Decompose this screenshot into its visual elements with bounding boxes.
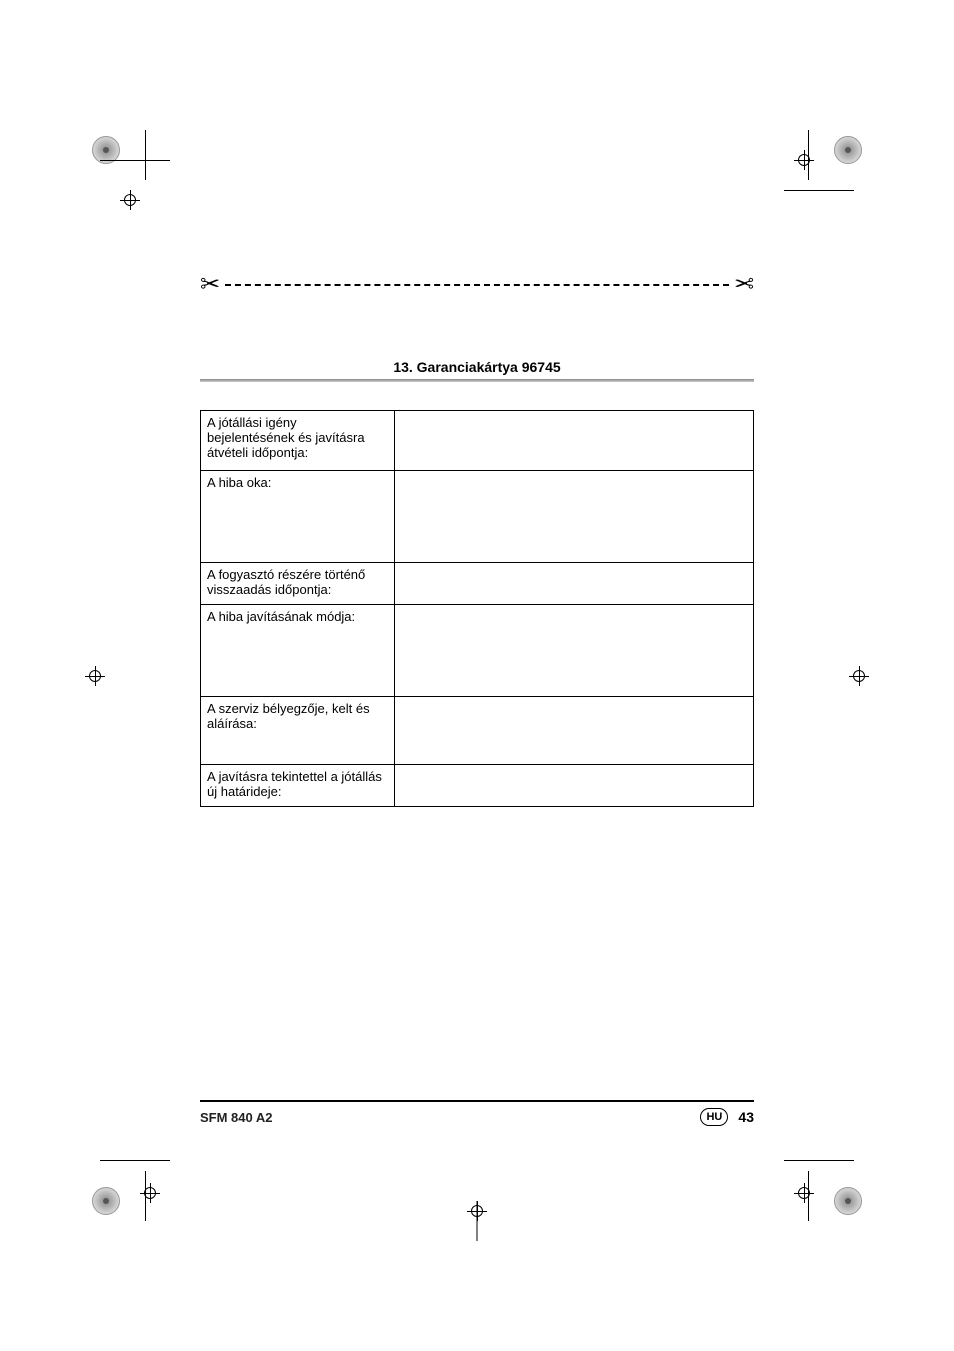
footer-rule <box>200 1100 754 1102</box>
table-label-cell: A hiba javításának módja: <box>201 605 395 697</box>
registration-mark-tr <box>834 136 862 164</box>
crop-line <box>808 130 809 180</box>
registration-mark-bl <box>92 1187 120 1215</box>
table-value-cell <box>394 411 753 471</box>
table-row: A hiba oka: <box>201 471 754 563</box>
table-row: A jótállási igény bejelentésének és javí… <box>201 411 754 471</box>
crosshair-br <box>794 1183 814 1203</box>
table-row: A fogyasztó részére történő visszaadás i… <box>201 563 754 605</box>
dashed-cut-line <box>225 284 729 286</box>
table-label-cell: A javításra tekintettel a jótállás új ha… <box>201 765 395 807</box>
table-value-cell <box>394 563 753 605</box>
country-badge: HU <box>700 1108 728 1126</box>
model-number: SFM 840 A2 <box>200 1110 273 1125</box>
crop-line <box>808 1171 809 1221</box>
table-label-cell: A jótállási igény bejelentésének és javí… <box>201 411 395 471</box>
crop-line <box>477 1201 478 1241</box>
page-footer: SFM 840 A2 HU 43 <box>200 1100 754 1126</box>
crop-line <box>784 190 854 191</box>
table-value-cell <box>394 697 753 765</box>
crosshair-left-center <box>85 666 105 686</box>
crosshair-bl <box>140 1183 160 1203</box>
cut-line: ✂ ✂ <box>200 270 754 299</box>
table-label-cell: A szerviz bélyegzője, kelt és aláírása: <box>201 697 395 765</box>
crop-line <box>145 1171 146 1221</box>
table-row: A szerviz bélyegzője, kelt és aláírása: <box>201 697 754 765</box>
section-title: 13. Garanciakártya 96745 <box>200 359 754 375</box>
crop-line <box>145 130 146 180</box>
registration-mark-br <box>834 1187 862 1215</box>
warranty-form-table: A jótállási igény bejelentésének és javí… <box>200 410 754 807</box>
crop-line <box>784 1160 854 1161</box>
crosshair-tl <box>120 190 140 210</box>
table-value-cell <box>394 471 753 563</box>
table-row: A hiba javításának módja: <box>201 605 754 697</box>
crop-line <box>100 1160 170 1161</box>
title-underline <box>200 379 754 382</box>
page-number: 43 <box>738 1109 754 1125</box>
table-value-cell <box>394 765 753 807</box>
crosshair-right-center <box>849 666 869 686</box>
table-label-cell: A hiba oka: <box>201 471 395 563</box>
crosshair-tr <box>794 150 814 170</box>
table-row: A javításra tekintettel a jótállás új ha… <box>201 765 754 807</box>
scissor-icon-right: ✂ <box>734 270 754 299</box>
table-label-cell: A fogyasztó részére történő visszaadás i… <box>201 563 395 605</box>
scissor-icon-left: ✂ <box>200 270 220 299</box>
crop-line <box>100 160 170 161</box>
table-value-cell <box>394 605 753 697</box>
page-content: ✂ ✂ 13. Garanciakártya 96745 A jótállási… <box>200 270 754 807</box>
